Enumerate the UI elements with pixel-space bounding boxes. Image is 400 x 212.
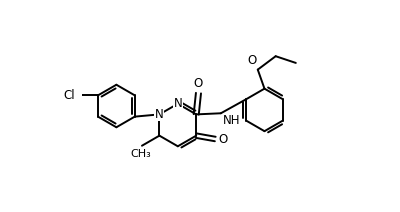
Text: N: N	[155, 108, 164, 121]
Text: CH₃: CH₃	[130, 149, 151, 159]
Text: Cl: Cl	[64, 89, 76, 102]
Text: O: O	[218, 132, 228, 145]
Text: NH: NH	[223, 114, 240, 127]
Text: O: O	[194, 77, 203, 90]
Text: O: O	[247, 54, 256, 67]
Text: N: N	[174, 96, 182, 110]
